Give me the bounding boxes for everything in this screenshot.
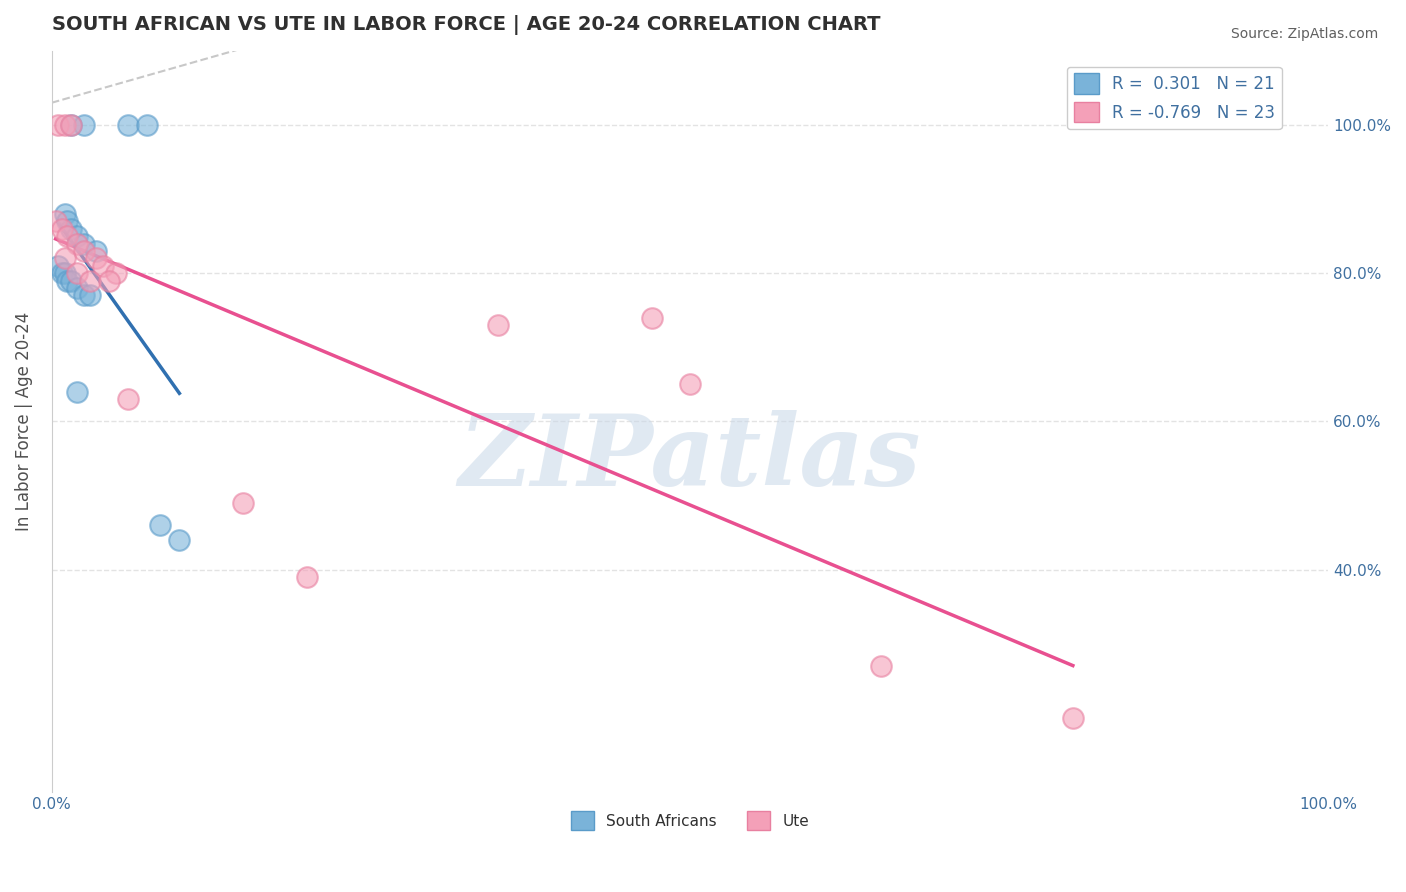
- Point: [232, 496, 254, 510]
- Point: [104, 266, 127, 280]
- Text: Source: ZipAtlas.com: Source: ZipAtlas.com: [1230, 27, 1378, 41]
- Point: [640, 310, 662, 325]
- Point: [66, 266, 89, 280]
- Point: [1062, 711, 1084, 725]
- Text: ZIPatlas: ZIPatlas: [458, 410, 921, 507]
- Point: [66, 384, 89, 399]
- Point: [53, 118, 76, 132]
- Point: [59, 274, 82, 288]
- Point: [870, 659, 893, 673]
- Point: [79, 288, 101, 302]
- Point: [73, 244, 96, 258]
- Point: [73, 288, 96, 302]
- Point: [86, 252, 108, 266]
- Point: [488, 318, 510, 332]
- Point: [66, 229, 89, 244]
- Point: [51, 266, 73, 280]
- Point: [46, 259, 69, 273]
- Point: [295, 570, 318, 584]
- Point: [56, 214, 79, 228]
- Point: [59, 221, 82, 235]
- Point: [45, 214, 67, 228]
- Point: [79, 274, 101, 288]
- Point: [73, 236, 96, 251]
- Point: [46, 118, 69, 132]
- Point: [679, 377, 702, 392]
- Point: [98, 274, 121, 288]
- Point: [91, 259, 114, 273]
- Legend: South Africans, Ute: South Africans, Ute: [565, 805, 815, 836]
- Point: [149, 518, 172, 533]
- Y-axis label: In Labor Force | Age 20-24: In Labor Force | Age 20-24: [15, 312, 32, 531]
- Point: [117, 392, 139, 406]
- Point: [53, 252, 76, 266]
- Point: [117, 118, 139, 132]
- Point: [53, 207, 76, 221]
- Point: [53, 266, 76, 280]
- Point: [59, 118, 82, 132]
- Point: [56, 274, 79, 288]
- Point: [86, 244, 108, 258]
- Point: [66, 236, 89, 251]
- Point: [169, 533, 191, 547]
- Point: [73, 118, 96, 132]
- Point: [56, 229, 79, 244]
- Point: [136, 118, 159, 132]
- Point: [51, 221, 73, 235]
- Text: SOUTH AFRICAN VS UTE IN LABOR FORCE | AGE 20-24 CORRELATION CHART: SOUTH AFRICAN VS UTE IN LABOR FORCE | AG…: [52, 15, 880, 35]
- Point: [66, 281, 89, 295]
- Point: [59, 118, 82, 132]
